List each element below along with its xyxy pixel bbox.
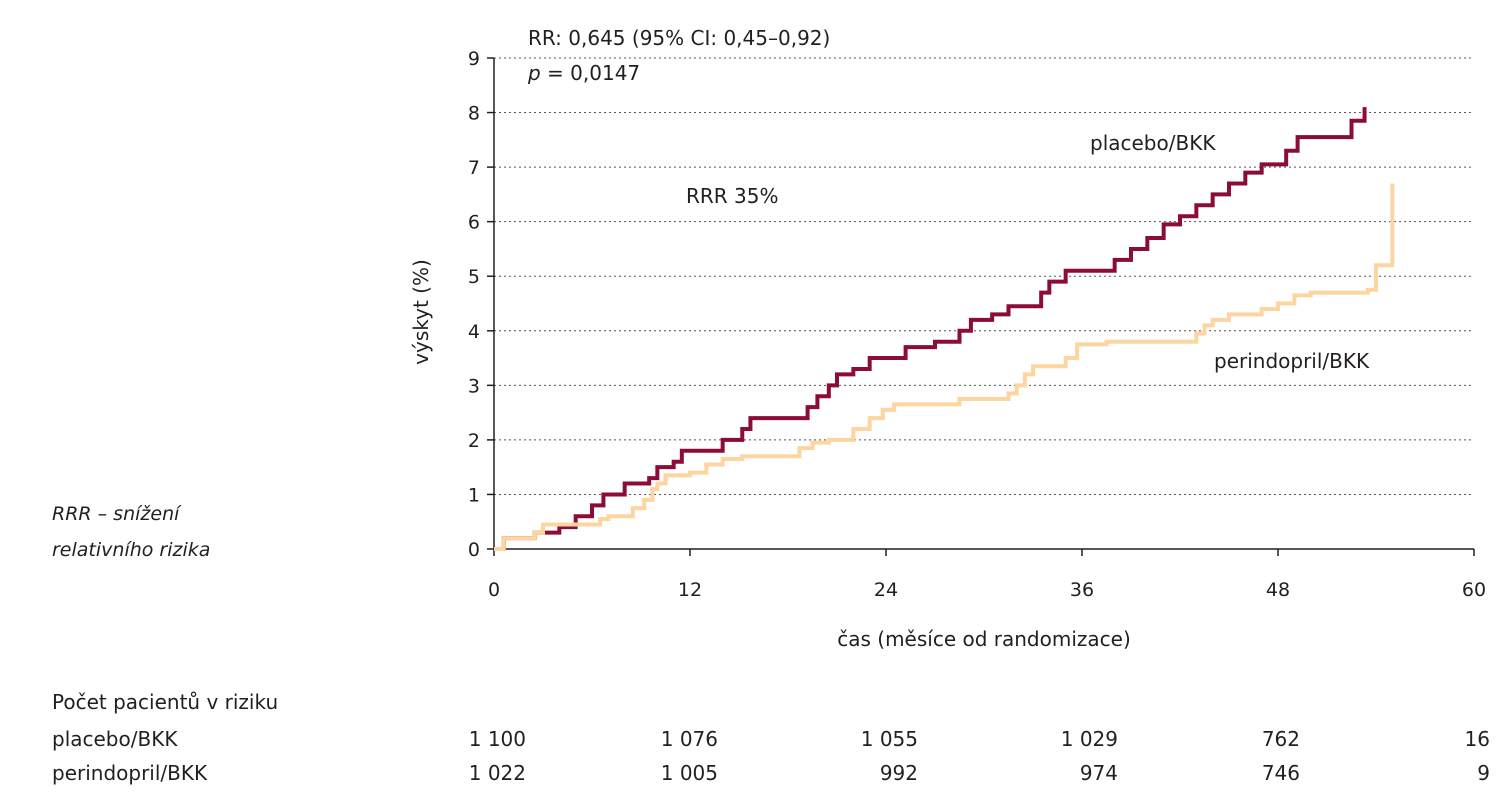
risk-cell-1-3: 974 <box>1079 761 1118 785</box>
rrr-annotation: RRR 35% <box>686 184 779 208</box>
x-tick-label-5: 60 <box>1462 579 1486 601</box>
risk-cell-1-5: 9 <box>1477 761 1490 785</box>
rrr-note-line1: RRR – snížení <box>52 503 180 525</box>
risk-cell-1-1: 1 005 <box>660 761 718 785</box>
y-tick-label-1: 1 <box>468 484 480 506</box>
x-tick-label-2: 24 <box>874 579 898 601</box>
y-tick-label-8: 8 <box>468 103 480 125</box>
y-tick-label-5: 5 <box>468 266 480 288</box>
y-tick-label-4: 4 <box>468 321 480 343</box>
series-lines <box>494 107 1395 551</box>
y-tick-label-3: 3 <box>468 375 480 397</box>
x-tick-label-3: 36 <box>1070 579 1094 601</box>
series-line-0 <box>494 107 1367 551</box>
y-tick-label-7: 7 <box>468 157 480 179</box>
y-tick-label-6: 6 <box>468 212 480 234</box>
risk-cell-0-3: 1 029 <box>1060 727 1118 751</box>
risk-cell-0-1: 1 076 <box>660 727 718 751</box>
p-annotation: p = 0,0147 <box>527 61 640 85</box>
series-label-placebo: placebo/BKK <box>1090 131 1216 155</box>
x-tick-label-0: 0 <box>488 579 500 601</box>
p-symbol: p <box>527 61 541 85</box>
risk-cell-0-5: 16 <box>1464 727 1490 751</box>
y-tick-label-0: 0 <box>468 539 480 561</box>
p-value: = 0,0147 <box>541 61 640 85</box>
y-tick-label-2: 2 <box>468 430 480 452</box>
grid-lines <box>494 57 1474 495</box>
risk-row-label-placebo: placebo/BKK <box>52 727 178 751</box>
risk-cell-1-2: 992 <box>879 761 918 785</box>
axes <box>487 57 1475 556</box>
x-tick-label-4: 48 <box>1266 579 1290 601</box>
y-tick-label-9: 9 <box>468 48 480 70</box>
series-label-perindopril: perindopril/BKK <box>1214 349 1370 373</box>
risk-cell-1-0: 1 022 <box>468 761 526 785</box>
y-axis-title: výskyt (%) <box>409 259 433 365</box>
risk-table-header: Počet pacientů v riziku <box>52 690 279 714</box>
risk-cell-0-0: 1 100 <box>468 727 526 751</box>
x-axis-title: čas (měsíce od randomizace) <box>837 627 1131 651</box>
rr-annotation: RR: 0,645 (95% CI: 0,45–0,92) <box>528 26 830 50</box>
risk-cell-0-4: 762 <box>1261 727 1300 751</box>
risk-cell-1-4: 746 <box>1261 761 1300 785</box>
rrr-note-line2: relativního rizika <box>52 539 211 561</box>
risk-cell-0-2: 1 055 <box>860 727 918 751</box>
x-tick-label-1: 12 <box>678 579 702 601</box>
series-line-1 <box>494 183 1395 551</box>
risk-row-label-perindopril: perindopril/BKK <box>52 761 208 785</box>
